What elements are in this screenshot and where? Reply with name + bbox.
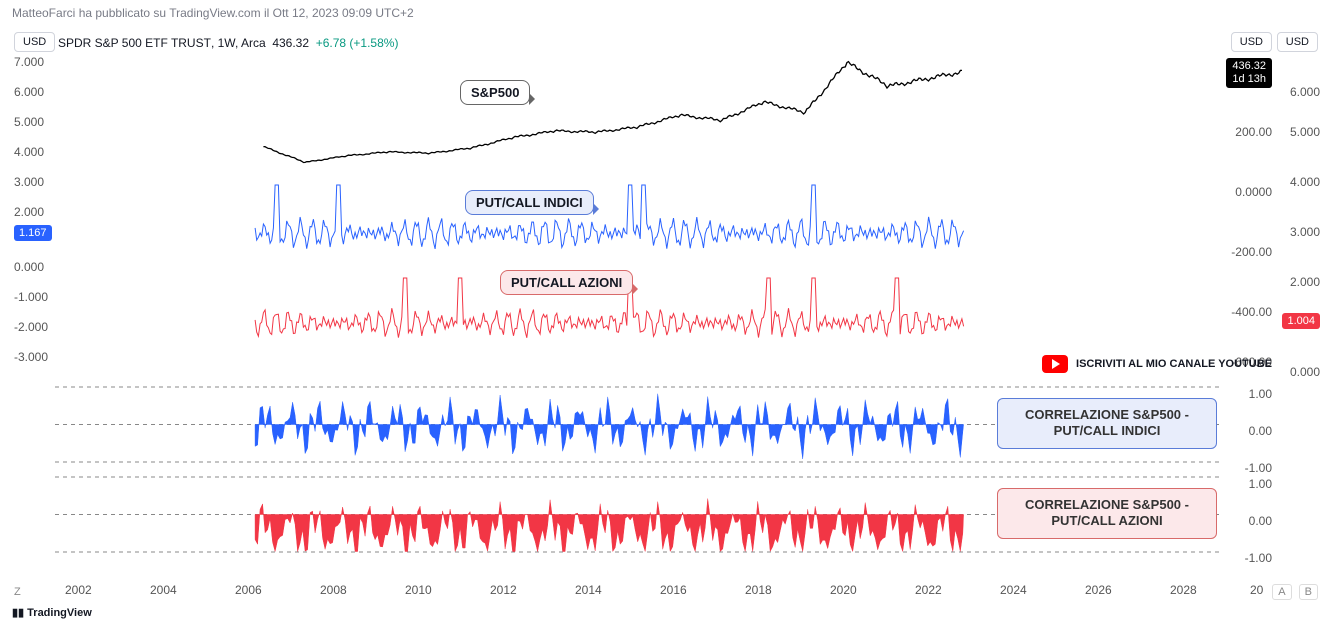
- correlation-label-azioni: CORRELAZIONE S&P500 - PUT/CALL AZIONI: [997, 488, 1217, 539]
- tv-logo-icon: ▮▮: [12, 607, 27, 619]
- time-axis[interactable]: 2002200420062008201020122014201620182020…: [55, 583, 1272, 601]
- callout-putcall-indici: PUT/CALL INDICI: [465, 190, 594, 215]
- youtube-promo[interactable]: ISCRIVITI AL MIO CANALE YOUTUBE: [1042, 355, 1272, 373]
- callout-putcall-azioni: PUT/CALL AZIONI: [500, 270, 633, 295]
- timezone-indicator[interactable]: Z: [14, 586, 21, 598]
- correlation-label-indici: CORRELAZIONE S&P500 - PUT/CALL INDICI: [997, 398, 1217, 449]
- price-badge: 436.32 1d 13h: [1226, 58, 1272, 88]
- usd-label-right-2[interactable]: USD: [1277, 32, 1318, 52]
- youtube-icon: [1042, 355, 1068, 373]
- youtube-text: ISCRIVITI AL MIO CANALE YOUTUBE: [1076, 358, 1272, 370]
- right-value-badge: 1.004: [1282, 313, 1320, 329]
- publish-header: MatteoFarci ha pubblicato su TradingView…: [12, 6, 414, 20]
- usd-label-left[interactable]: USD: [14, 32, 55, 52]
- main-chart-area[interactable]: [55, 55, 1222, 375]
- tradingview-attribution: ▮▮ TradingView: [12, 606, 92, 619]
- usd-label-right-1[interactable]: USD: [1231, 32, 1272, 52]
- a-button[interactable]: A: [1272, 584, 1291, 600]
- callout-sp500: S&P500: [460, 80, 530, 105]
- left-value-badge: 1.167: [14, 225, 52, 241]
- symbol-line: SPDR S&P 500 ETF TRUST, 1W, Arca 436.32 …: [58, 36, 398, 50]
- ab-buttons[interactable]: A B: [1268, 586, 1318, 598]
- b-button[interactable]: B: [1299, 584, 1318, 600]
